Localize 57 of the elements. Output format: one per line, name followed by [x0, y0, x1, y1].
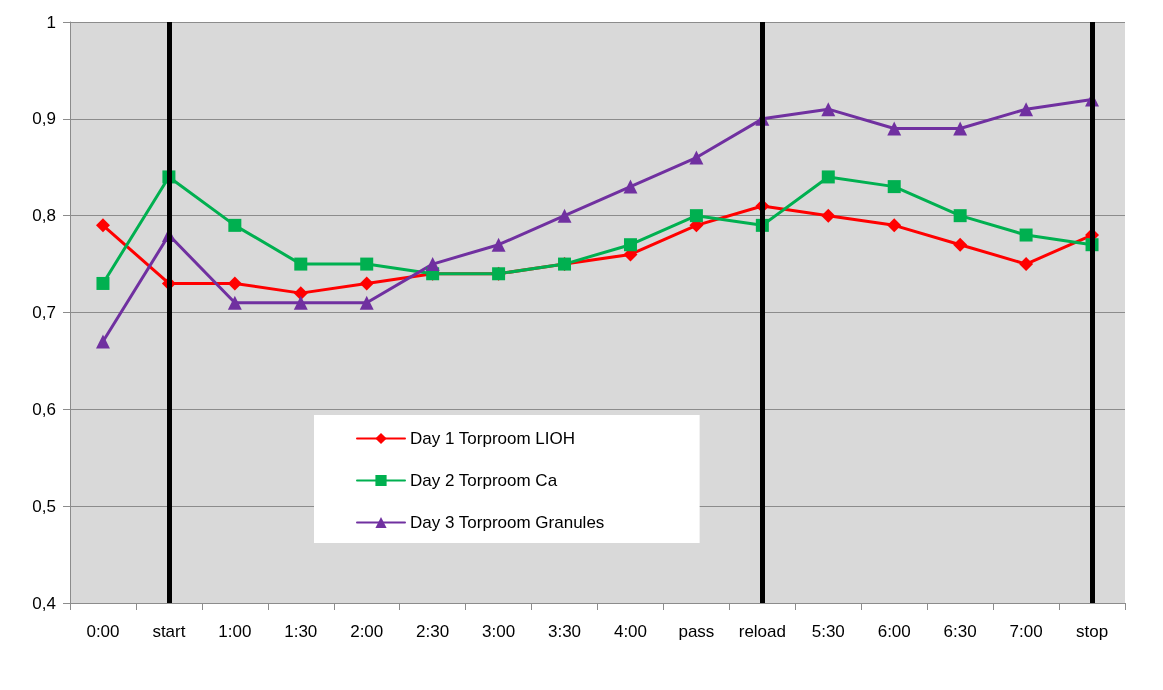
legend-label: Day 2 Torproom Ca	[410, 471, 558, 490]
point	[689, 209, 703, 223]
x-tick-label: pass	[678, 622, 715, 641]
point	[1019, 257, 1034, 272]
x-tick-label: 4:00	[613, 622, 648, 641]
point	[1019, 228, 1033, 242]
point	[227, 295, 242, 310]
x-tick-label: 0:00	[86, 622, 120, 641]
point	[425, 257, 440, 272]
point	[887, 121, 902, 136]
point	[95, 218, 110, 233]
x-tick-label: 5:30	[811, 622, 845, 641]
point	[228, 218, 242, 232]
point	[953, 121, 968, 136]
x-tick-label: 6:30	[943, 622, 977, 641]
y-tick-label: 0,7	[32, 303, 56, 322]
x-tick-label: 1:30	[284, 622, 318, 641]
x-tick-label: reload	[738, 622, 786, 641]
x-tick-label: 3:30	[547, 622, 582, 641]
point	[821, 208, 836, 223]
point	[887, 180, 901, 194]
y-tick-label: 1	[46, 12, 56, 32]
point	[887, 218, 902, 233]
point	[953, 209, 967, 223]
point	[294, 257, 308, 271]
point	[821, 102, 836, 117]
point	[623, 238, 637, 252]
y-tick-label: 0,4	[32, 593, 56, 613]
x-tick-label: 7:00	[1009, 622, 1043, 641]
x-tick-label: 6:00	[877, 622, 911, 641]
y-tick-label: 0,8	[32, 206, 56, 226]
y-tick-label: 0,5	[32, 496, 56, 516]
point	[557, 208, 572, 223]
point	[623, 179, 638, 194]
point	[953, 237, 968, 252]
x-tick-label: stop	[1075, 622, 1109, 641]
point	[821, 170, 835, 184]
x-tick-label: start	[152, 622, 186, 641]
x-tick-label: 1:00	[218, 622, 252, 641]
point	[293, 295, 308, 310]
point	[689, 150, 704, 165]
x-tick-label: 2:00	[350, 622, 384, 641]
point	[359, 276, 374, 291]
legend-label: Day 3 Torproom Granules	[410, 513, 605, 532]
y-tick-label: 0,6	[32, 399, 56, 419]
x-tick-label: 2:30	[416, 622, 450, 641]
point	[95, 334, 110, 349]
point	[491, 237, 506, 252]
point	[293, 286, 308, 301]
y-tick-label: 0,9	[32, 109, 56, 129]
x-tick-label: 3:00	[482, 622, 516, 641]
point	[96, 276, 110, 290]
point	[1019, 102, 1034, 117]
point	[360, 257, 374, 271]
point	[227, 276, 242, 291]
point	[359, 295, 374, 310]
legend-label: Day 1 Torproom LIOH	[410, 429, 576, 448]
